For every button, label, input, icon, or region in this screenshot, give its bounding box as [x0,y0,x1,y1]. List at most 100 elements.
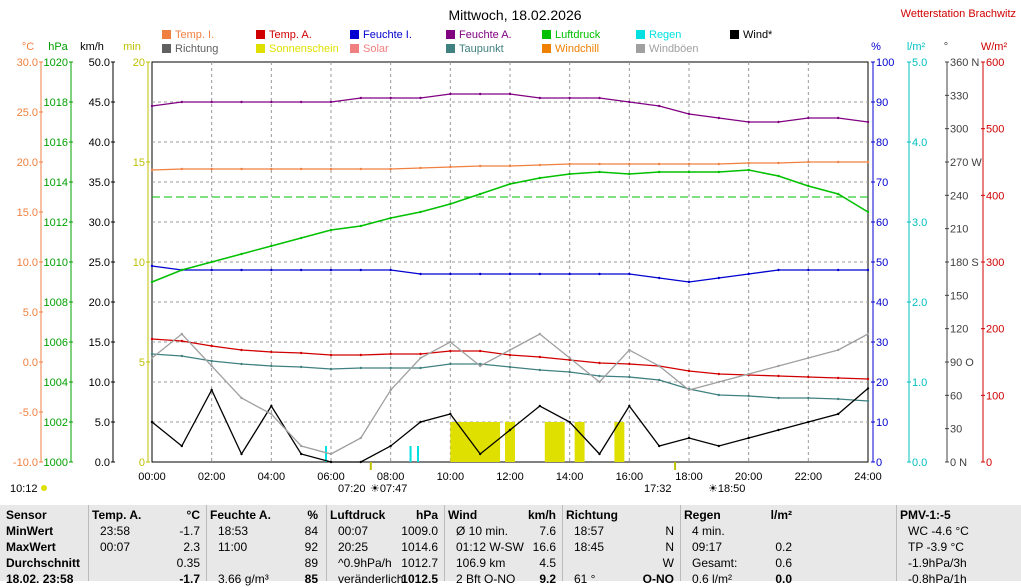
series-point [807,268,810,272]
plot-area [150,61,870,464]
column-unit: % [307,508,318,522]
series-point [240,396,243,400]
right-tick-label: 20 [876,377,888,389]
series-point [538,404,542,408]
series-point [836,397,840,401]
right-axis-unit: W/m² [981,41,1008,53]
series-point [180,339,184,343]
x-tick-label: 06:00 [317,471,345,483]
series-point [568,370,571,374]
cell-value: 0.2 [775,540,792,554]
right-tick-label: 40 [876,297,888,309]
series-point [270,412,273,416]
series-point [866,210,870,214]
series-point [836,116,840,120]
right-tick-label: 600 [986,57,1004,69]
left-tick-label: 0.0 [23,357,38,369]
left-tick-label: 30.0 [89,217,110,229]
series-point [598,170,601,174]
series-point [538,355,542,359]
left-tick-label: 5.0 [95,417,110,429]
legend-label-richtung: Richtung [175,43,218,55]
series-point [717,393,721,397]
x-tick-label: 24:00 [854,471,882,483]
column-unit: °C [186,508,200,522]
series-point [419,96,422,100]
series-point [777,174,780,178]
series-point [210,359,213,363]
legend-swatch-feuchte_a [446,30,455,39]
series-point [866,332,870,336]
series-point [807,160,810,164]
cell-label: 00:07 [100,540,131,554]
series-point [210,364,213,368]
series-point [389,268,392,272]
legend-swatch-feuchte_i [350,30,359,39]
series-point [508,272,512,276]
station-name: Wetterstation Brachwitz [901,8,1016,20]
series-point [478,452,482,456]
series-point [150,280,154,284]
sunshine-block [574,422,585,462]
sunrise-time: 07:20 [338,483,366,495]
series-point [508,353,512,357]
right-tick-label: 50 [876,257,888,269]
series-point [508,164,512,168]
series-point [687,162,691,166]
cell-value: O-NO [642,572,674,586]
series-point [807,375,810,379]
series-point [180,268,184,272]
series-point [747,272,750,276]
right-tick-label: 240 [950,190,968,202]
series-point [568,162,571,166]
series-point [180,100,184,104]
series-point [359,366,363,370]
right-tick-label: 500 [986,124,1004,136]
right-tick-label: 10 [876,417,888,429]
legend-label-feuchte_i: Feuchte I. [363,29,412,41]
table-column: Regen l/m² 4 min. 09:17 0.2 Gesamt: 0.6 0.6 l/m… [684,505,796,586]
series-point [777,161,780,165]
cell-label: 61 ° [574,572,596,586]
column-header: Regen [684,508,721,522]
series-point [359,268,363,272]
cell-label: Durchschnitt [6,556,81,570]
series-point [866,399,870,403]
left-axis-unit: hPa [48,41,68,53]
series-point [270,100,273,104]
series-point [329,353,333,357]
series-point [359,353,363,357]
series-point [836,268,840,272]
legend-swatch-luftdruck [542,30,551,39]
series-point [419,166,422,170]
series-point [150,337,154,341]
right-tick-label: 0 N [950,457,967,469]
table-column: Temp. A. °C 23:58 -1.7 00:07 2.3 0.35 -1.7 [92,505,204,586]
right-axis-unit: ° [944,41,948,53]
right-tick-label: 0.0 [912,457,927,469]
series-point [299,268,303,272]
left-tick-label: 1016 [44,137,68,149]
series-point [240,452,243,456]
sunset-label: ☀18:50 [708,483,745,495]
series-point [180,332,184,336]
left-tick-label: 20.0 [89,297,110,309]
series-point [180,167,184,171]
cell-value: 0.6 [775,556,792,570]
left-tick-label: 5 [139,357,145,369]
series-point [329,460,333,464]
series-point [628,162,631,166]
column-divider [206,505,207,581]
left-tick-label: 1012 [44,217,68,229]
series-point [508,365,512,369]
cell-value: 1012.7 [401,556,438,570]
cell-value: 4.5 [539,556,556,570]
column-unit: l/m² [770,508,792,522]
left-tick-label: -10.0 [13,457,38,469]
right-tick-label: 120 [950,324,968,336]
series-point [687,369,691,373]
series-point [389,352,392,356]
series-point [687,280,691,284]
series-point [270,268,273,272]
right-tick-label: 90 O [950,357,974,369]
